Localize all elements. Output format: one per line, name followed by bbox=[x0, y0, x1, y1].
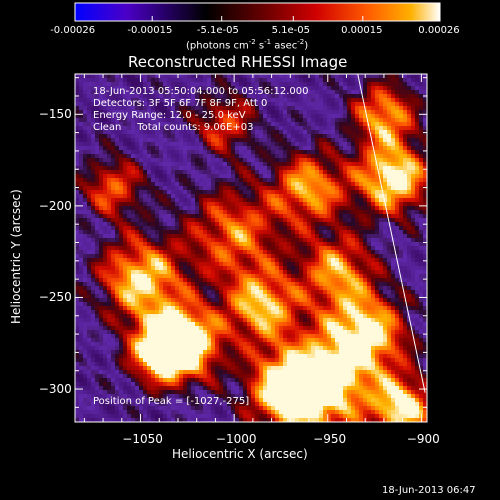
footer-timestamp: 18-Jun-2013 06:47 bbox=[382, 485, 476, 496]
plot-frame bbox=[74, 73, 428, 423]
colorbar-tick-label: 0.00015 bbox=[341, 25, 383, 36]
colorbar-tick-label: 5.1e-05 bbox=[271, 25, 310, 36]
colorbar-frame bbox=[74, 2, 441, 22]
info-line-time: 18-Jun-2013 05:50:04.000 to 05:56:12.000 bbox=[93, 86, 309, 97]
y-tick-label: −250 bbox=[38, 290, 72, 305]
colorbar bbox=[74, 2, 441, 22]
colorbar-tick-label: -0.00026 bbox=[50, 25, 96, 36]
info-line-counts: Clean Total counts: 9.06E+03 bbox=[93, 122, 254, 133]
x-tick-label: −950 bbox=[313, 432, 347, 446]
y-tick-label: −150 bbox=[38, 107, 72, 122]
colorbar-ticks bbox=[74, 16, 441, 21]
info-line-energy: Energy Range: 12.0 - 25.0 keV bbox=[93, 110, 246, 121]
y-tick-label: −300 bbox=[38, 382, 72, 397]
map-pixels bbox=[75, 74, 427, 422]
info-line-detectors: Detectors: 3F 5F 6F 7F 8F 9F, Att 0 bbox=[93, 98, 268, 109]
image-title: Reconstructed RHESSI Image bbox=[128, 53, 348, 71]
y-axis-label: Heliocentric Y (arcsec) bbox=[9, 189, 23, 324]
axis-ticks bbox=[75, 74, 427, 422]
colorbar-unit-label: (photons cm-2 s-1 asec-2) bbox=[186, 38, 309, 52]
x-tick-label: −1000 bbox=[215, 432, 257, 446]
x-tick-label: −900 bbox=[406, 432, 440, 446]
colorbar-tick-label: -5.1e-05 bbox=[196, 25, 239, 36]
peak-position-label: Position of Peak = [-1027,-275] bbox=[93, 396, 250, 407]
y-tick-label: −200 bbox=[38, 198, 72, 213]
x-axis-label: Heliocentric X (arcsec) bbox=[172, 447, 308, 461]
map-image bbox=[74, 73, 428, 423]
x-tick-label: −1050 bbox=[122, 432, 163, 446]
colorbar-gradient bbox=[75, 3, 440, 21]
limb-line bbox=[357, 74, 426, 393]
colorbar-tick-label: 0.00026 bbox=[418, 25, 460, 36]
colorbar-tick-label: -0.00015 bbox=[127, 25, 173, 36]
